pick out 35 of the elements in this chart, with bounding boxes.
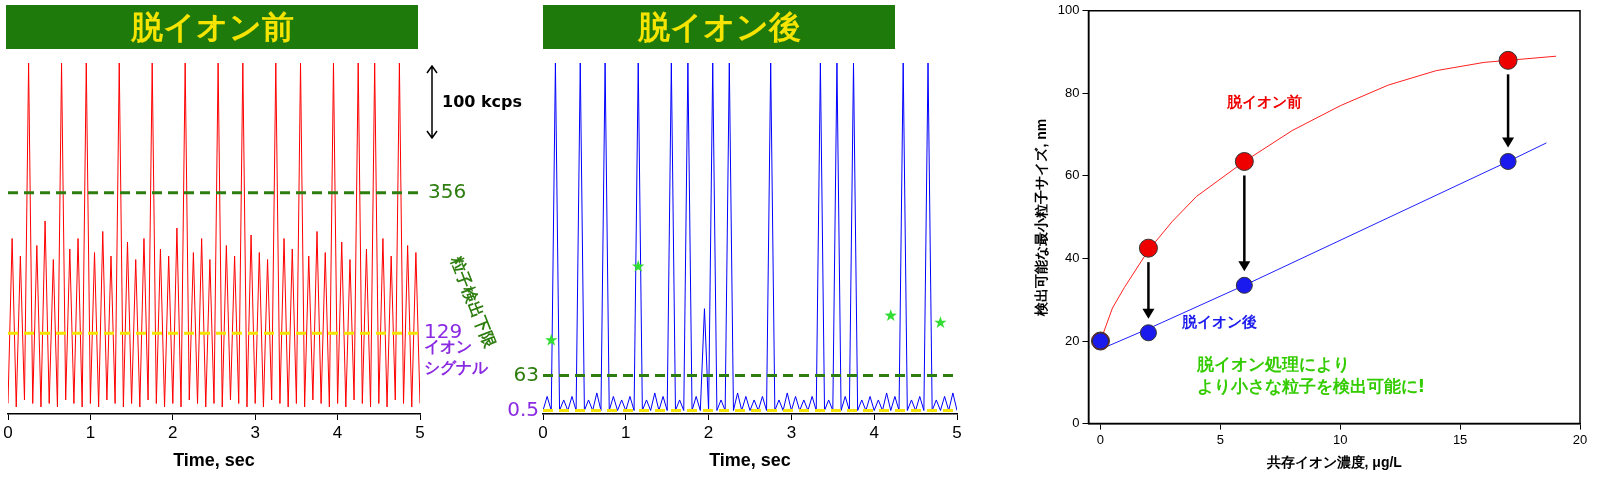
y-tick-label: 60 <box>1065 167 1080 183</box>
x-axis-title: Time, sec <box>709 450 791 471</box>
x-tick-label: 2 <box>703 422 714 442</box>
x-tick-label: 0 <box>1096 431 1105 447</box>
y-tick-label: 40 <box>1065 250 1080 266</box>
y-axis-title: 検出可能な最小粒子サイズ, nm <box>1033 118 1050 317</box>
x-tick-label: 3 <box>786 422 797 442</box>
x-tick-label: 5 <box>952 422 962 442</box>
x-tick-label: 20 <box>1572 431 1588 447</box>
x-tick-label: 1 <box>621 422 631 442</box>
x-tick-label: 4 <box>869 422 879 442</box>
x-tick-label: 2 <box>168 422 178 442</box>
chart-title: 脱イオン後 <box>543 5 895 49</box>
x-tick-label: 4 <box>332 422 343 442</box>
chart-title: 脱イオン前 <box>6 5 418 49</box>
y-tick-label: 100 <box>1057 2 1080 18</box>
text: 脱イオン前 <box>1225 93 1302 112</box>
x-tick-label: 0 <box>3 422 13 442</box>
x-tick-label: 15 <box>1452 431 1468 447</box>
y-tick-label: 80 <box>1065 84 1080 100</box>
x-tick-label: 5 <box>1216 431 1224 447</box>
series-label: 脱イオン後 <box>1180 313 1257 332</box>
x-tick-label: 1 <box>85 422 96 442</box>
x-tick-label: 3 <box>250 422 260 442</box>
text: 356 <box>428 179 467 204</box>
text: 0.5 <box>507 396 539 421</box>
annotation: 脱イオン処理によりより小さな粒子を検出可能に! <box>1195 354 1426 397</box>
x-axis-title: Time, sec <box>173 450 255 471</box>
y-tick-label: 20 <box>1065 332 1080 348</box>
x-tick-label: 0 <box>538 422 548 442</box>
x-tick-label: 5 <box>415 422 425 442</box>
text: 63 <box>513 361 539 386</box>
x-axis-title: 共存イオン濃度, μg/L <box>1265 454 1403 471</box>
x-tick-label: 10 <box>1333 431 1348 447</box>
text: 100 kcps <box>442 92 523 112</box>
